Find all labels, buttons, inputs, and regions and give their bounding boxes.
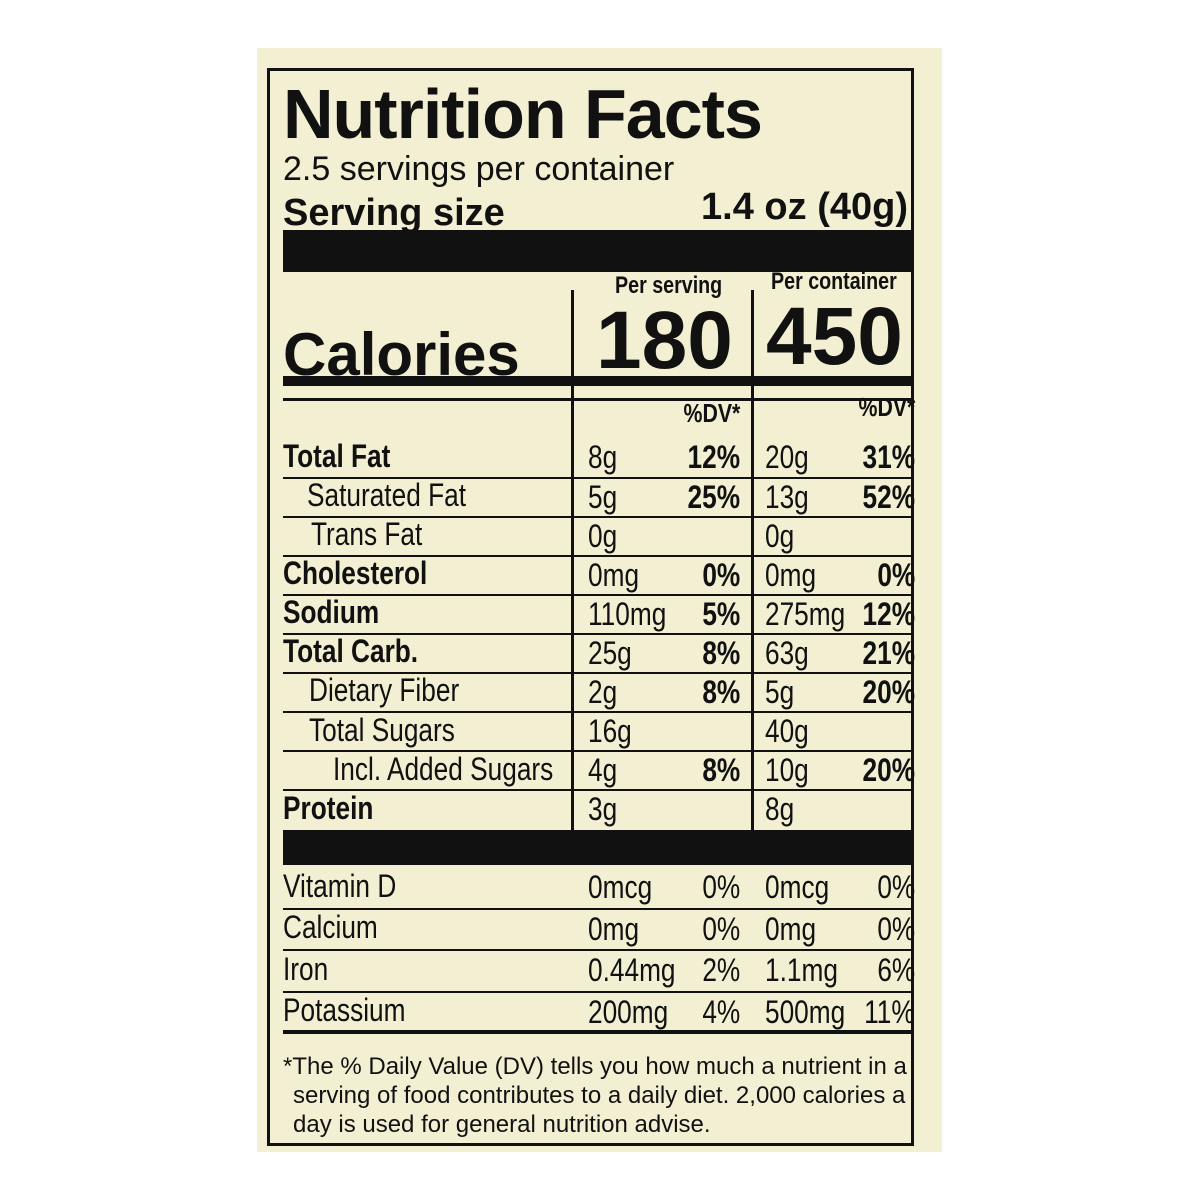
row-name: Potassium	[283, 992, 406, 1029]
amount: 4g	[588, 752, 618, 789]
daily-value: 0%	[702, 910, 740, 947]
daily-value: 31%	[862, 439, 915, 476]
amount: 0g	[765, 517, 795, 554]
calories-value: 450	[766, 291, 903, 382]
rule	[283, 476, 913, 479]
daily-value: 8%	[702, 634, 740, 671]
row-name: Calcium	[283, 909, 378, 946]
amount: 200mg	[588, 993, 669, 1030]
thick-rule	[283, 230, 911, 272]
amount: 0mg	[765, 556, 817, 593]
amount: 40g	[765, 713, 809, 750]
amount: 275mg	[765, 595, 846, 632]
calories-value: 180	[596, 295, 733, 386]
amount: 20g	[765, 439, 809, 476]
daily-value: 0%	[877, 556, 915, 593]
daily-value: 21%	[862, 634, 915, 671]
row-name: Iron	[283, 950, 329, 987]
row-name: Vitamin D	[283, 867, 397, 904]
amount: 2g	[588, 674, 618, 710]
rule	[283, 593, 913, 596]
daily-value: 0%	[877, 869, 915, 906]
label-frame	[267, 68, 914, 1146]
row-name: Dietary Fiber	[309, 672, 460, 709]
column-rule	[751, 290, 754, 830]
rule	[283, 398, 913, 401]
daily-value: 25%	[687, 478, 740, 515]
title: Nutrition Facts	[283, 75, 763, 153]
daily-value: 5%	[702, 595, 740, 632]
amount: 25g	[588, 634, 632, 671]
rule	[283, 554, 913, 557]
amount: 13g	[765, 478, 809, 515]
amount: 110mg	[588, 595, 667, 632]
thick-rule	[283, 830, 913, 865]
row-name: Saturated Fat	[307, 476, 466, 513]
servings: 2.5 servings per container	[283, 150, 675, 188]
row-name: Total Sugars	[309, 711, 455, 748]
daily-value: 52%	[862, 478, 915, 515]
amount: 5g	[765, 674, 795, 710]
amount: 0g	[588, 517, 618, 554]
daily-value: 20%	[862, 752, 915, 789]
amount: 0mcg	[765, 869, 830, 906]
daily-value: 11%	[864, 993, 915, 1030]
amount: 0mg	[588, 556, 640, 593]
footnote: *The % Daily Value (DV) tells you how mu…	[283, 1053, 907, 1138]
daily-value: 0%	[877, 910, 915, 947]
rule	[283, 750, 913, 753]
column-rule	[571, 290, 574, 830]
amount: 10g	[765, 752, 809, 789]
row-name: Sodium	[283, 594, 380, 631]
amount: 0mcg	[588, 869, 653, 906]
rule	[283, 672, 913, 675]
rule	[283, 990, 913, 993]
rule	[283, 949, 913, 952]
amount: 0.44mg	[588, 952, 676, 989]
rule	[283, 711, 913, 714]
row-name: Total Fat	[283, 437, 391, 474]
dv-header: %DV*	[683, 398, 740, 428]
medium-rule	[283, 376, 913, 386]
amount: 0mg	[765, 910, 817, 947]
daily-value: 20%	[862, 674, 915, 710]
daily-value: 0%	[702, 869, 740, 906]
amount: 500mg	[765, 993, 846, 1030]
column-header: Per serving	[615, 272, 723, 299]
row-name: Protein	[283, 789, 374, 826]
amount: 16g	[588, 713, 632, 750]
rule	[283, 907, 913, 910]
row-name: Cholesterol	[283, 555, 428, 592]
daily-value: 8%	[702, 674, 740, 710]
row-name: Total Carb.	[283, 633, 419, 670]
amount: 63g	[765, 634, 809, 671]
daily-value: 2%	[702, 952, 740, 989]
rule	[283, 1030, 913, 1034]
daily-value: 6%	[877, 952, 915, 989]
serving-size-label: Serving size	[283, 192, 505, 234]
column-header: Per container	[771, 268, 897, 295]
daily-value: 12%	[862, 595, 915, 632]
daily-value: 0%	[702, 556, 740, 593]
amount: 5g	[588, 478, 618, 515]
daily-value: 8%	[702, 752, 740, 789]
daily-value: 4%	[702, 993, 740, 1030]
daily-value: 12%	[687, 439, 740, 476]
amount: 8g	[765, 791, 795, 828]
row-name: Trans Fat	[311, 516, 423, 552]
row-name: Incl. Added Sugars	[333, 750, 554, 787]
rule	[283, 789, 913, 792]
rule	[283, 515, 913, 518]
rule	[283, 632, 913, 635]
amount: 8g	[588, 439, 618, 476]
amount: 3g	[588, 791, 618, 828]
dv-header: %DV*	[858, 392, 915, 422]
serving-size-value: 1.4 oz (40g)	[701, 186, 908, 228]
amount: 0mg	[588, 910, 640, 947]
amount: 1.1mg	[765, 952, 838, 989]
